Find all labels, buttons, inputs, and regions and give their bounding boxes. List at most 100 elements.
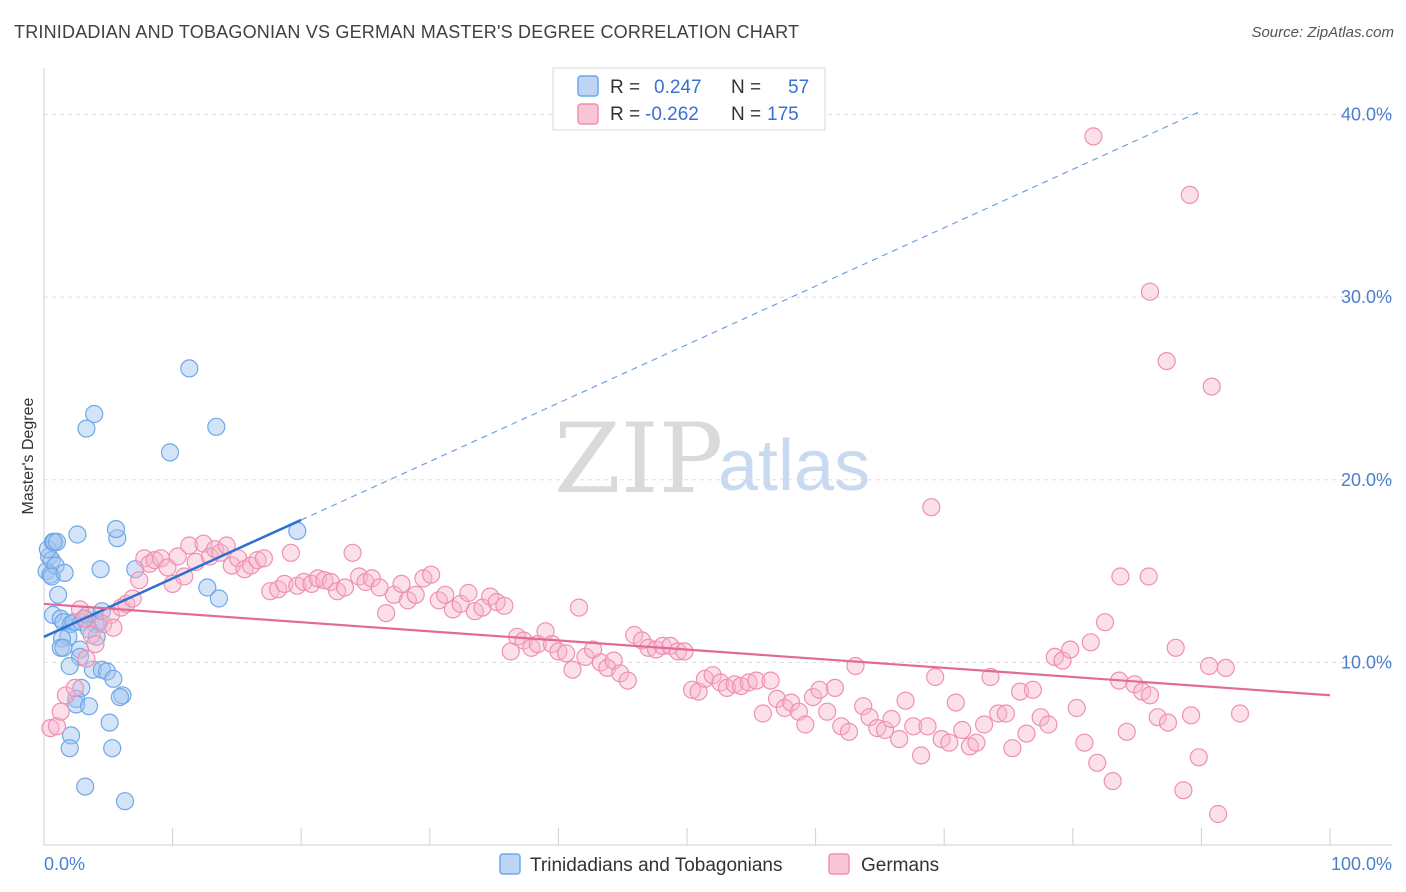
german-point-162 xyxy=(1140,686,1160,705)
german-point-66 xyxy=(459,583,478,603)
trinidadian-point-10 xyxy=(48,585,68,604)
german-point-80 xyxy=(556,644,576,663)
y-tick-label-0: 10.0% xyxy=(1341,652,1392,672)
german-point-159 xyxy=(1117,722,1136,741)
legend-r-label-0: R = xyxy=(610,77,640,98)
watermark-zip: ZIP xyxy=(554,403,723,515)
german-point-63 xyxy=(436,585,455,604)
legend-n-label-0: N = xyxy=(731,77,761,98)
series-legend-swatch-trinidadians xyxy=(499,853,521,875)
trinidadian-point-48 xyxy=(115,792,135,811)
german-point-57 xyxy=(392,574,411,594)
german-point-165 xyxy=(1166,638,1185,657)
german-point-108 xyxy=(753,704,773,723)
trinidadian-point-49 xyxy=(77,419,96,438)
trinidadian-point-58 xyxy=(198,578,217,597)
german-point-104 xyxy=(725,675,744,694)
german-point-41 xyxy=(281,543,300,562)
y-axis-label: Master's Degree xyxy=(20,397,37,514)
trinidadian-point-32 xyxy=(60,656,79,676)
german-point-168 xyxy=(1189,748,1208,767)
german-point-177 xyxy=(1157,352,1176,371)
german-point-120 xyxy=(839,722,859,741)
y-tick-label-2: 30.0% xyxy=(1341,287,1392,307)
german-point-12 xyxy=(104,618,123,637)
trend-lines xyxy=(43,110,1331,697)
german-point-50 xyxy=(343,543,362,562)
trinidadian-point-54 xyxy=(108,529,127,548)
german-point-96 xyxy=(668,642,688,661)
trinidadian-point-12 xyxy=(68,525,87,544)
trinidadian-point-37 xyxy=(72,678,91,698)
series-legend-swatch-germans xyxy=(828,853,850,875)
german-point-157 xyxy=(1103,771,1122,791)
german-point-145 xyxy=(1017,724,1036,743)
trinidadian-point-30 xyxy=(70,647,90,667)
german-point-128 xyxy=(896,691,915,710)
german-point-125 xyxy=(875,720,895,740)
german-point-71 xyxy=(495,596,514,615)
german-point-37 xyxy=(254,549,273,568)
legend-n-value-0: 57 xyxy=(788,77,809,98)
german-point-10 xyxy=(94,614,113,634)
german-point-8 xyxy=(82,625,101,645)
german-point-2 xyxy=(51,702,70,721)
watermark-atlas: atlas xyxy=(718,426,870,506)
german-point-126 xyxy=(882,709,901,729)
legend-n-value-1: 175 xyxy=(767,104,799,125)
tick-labels: 10.0% 20.0% 30.0% 40.0% 0.0% 100.0% xyxy=(43,105,1392,874)
trend-line-trinidadians xyxy=(43,518,302,638)
german-point-23 xyxy=(168,547,187,566)
german-point-101 xyxy=(703,666,722,685)
german-point-153 xyxy=(1075,733,1094,752)
axes xyxy=(43,68,1392,846)
trinidadian-point-42 xyxy=(110,687,130,707)
trinidadian-point-7 xyxy=(47,532,67,552)
german-point-136 xyxy=(953,720,972,740)
german-point-138 xyxy=(967,733,986,752)
trinidadian-point-40 xyxy=(79,697,99,716)
german-point-139 xyxy=(974,715,994,734)
trinidadian-point-43 xyxy=(100,713,119,732)
german-point-147 xyxy=(1031,708,1050,727)
german-point-170 xyxy=(1208,804,1228,824)
german-point-47 xyxy=(321,572,340,592)
trinidadian-point-35 xyxy=(97,662,117,681)
german-point-132 xyxy=(926,667,945,687)
german-point-180 xyxy=(1202,377,1221,396)
german-point-152 xyxy=(1067,698,1086,718)
german-point-49 xyxy=(335,578,354,597)
german-point-116 xyxy=(810,680,829,699)
german-point-141 xyxy=(989,704,1008,723)
trinidadian-point-26 xyxy=(52,629,72,648)
german-point-61 xyxy=(422,565,441,584)
series-legend: Trinidadians and Tobagonians Germans xyxy=(499,853,939,876)
german-point-172 xyxy=(1230,704,1250,723)
german-point-176 xyxy=(1084,127,1103,146)
german-point-81 xyxy=(563,660,582,679)
german-point-143 xyxy=(1003,739,1022,758)
german-point-59 xyxy=(406,585,425,604)
german-point-74 xyxy=(514,631,533,650)
german-point-109 xyxy=(761,671,780,690)
x-tick-label-0: 0.0% xyxy=(44,854,85,874)
legend-swatch-trinidadians xyxy=(577,75,599,97)
german-point-163 xyxy=(1148,708,1167,727)
german-point-112 xyxy=(782,693,801,712)
german-point-107 xyxy=(747,671,766,690)
german-point-0 xyxy=(41,718,60,738)
german-point-151 xyxy=(1061,640,1080,659)
legend-r-label-1: R = xyxy=(610,104,640,125)
german-point-140 xyxy=(981,667,1000,687)
german-point-25 xyxy=(180,536,199,555)
german-point-156 xyxy=(1095,613,1115,632)
german-point-131 xyxy=(918,717,937,736)
y-tick-label-1: 20.0% xyxy=(1341,470,1392,490)
chart-title: TRINIDADIAN AND TOBAGONIAN VS GERMAN MAS… xyxy=(14,22,800,42)
grid-lines xyxy=(44,114,1392,663)
german-point-171 xyxy=(1216,658,1235,678)
german-point-130 xyxy=(911,746,931,765)
german-point-115 xyxy=(803,687,823,707)
trinidadian-point-50 xyxy=(85,404,104,424)
